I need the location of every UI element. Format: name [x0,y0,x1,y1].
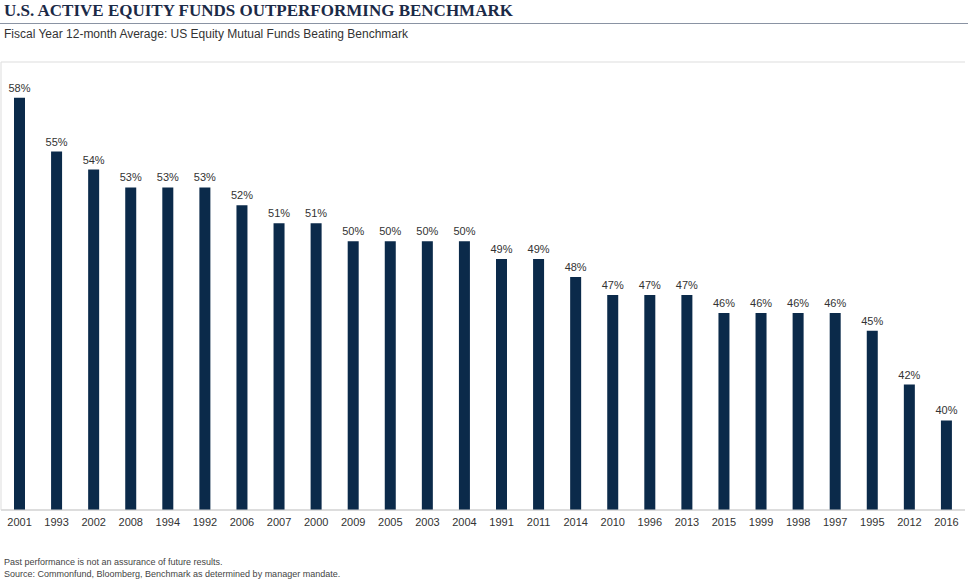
svg-text:2007: 2007 [267,516,291,528]
svg-text:54%: 54% [83,154,105,166]
svg-text:47%: 47% [602,279,624,291]
svg-text:47%: 47% [639,279,661,291]
svg-text:2005: 2005 [378,516,402,528]
svg-text:51%: 51% [268,207,290,219]
svg-text:2000: 2000 [304,516,328,528]
svg-text:2006: 2006 [230,516,254,528]
svg-text:2008: 2008 [119,516,143,528]
svg-text:2016: 2016 [934,516,958,528]
svg-text:40%: 40% [935,404,957,416]
svg-text:2011: 2011 [527,516,551,528]
svg-text:1992: 1992 [193,516,217,528]
svg-text:2009: 2009 [341,516,365,528]
svg-text:1996: 1996 [638,516,662,528]
svg-text:53%: 53% [120,171,142,183]
svg-text:46%: 46% [787,297,809,309]
svg-text:2003: 2003 [415,516,439,528]
svg-text:52%: 52% [231,189,253,201]
svg-text:42%: 42% [898,369,920,381]
svg-text:2010: 2010 [601,516,625,528]
html-text:Past performance is not an ass: Past performance is not an assurance of … [4,557,223,567]
svg-text:50%: 50% [379,225,401,237]
svg-text:1997: 1997 [823,516,847,528]
svg-text:53%: 53% [157,171,179,183]
svg-text:47%: 47% [676,279,698,291]
svg-text:58%: 58% [8,82,30,94]
svg-text:51%: 51% [305,207,327,219]
svg-text:53%: 53% [194,171,216,183]
svg-text:2014: 2014 [563,516,587,528]
svg-text:2002: 2002 [81,516,105,528]
html-text:Source: Commonfund, Bloomberg,: Source: Commonfund, Bloomberg, Benchmark… [4,569,341,579]
svg-text:1995: 1995 [860,516,884,528]
svg-text:1993: 1993 [44,516,68,528]
svg-text:50%: 50% [453,225,475,237]
svg-text:2012: 2012 [897,516,921,528]
svg-text:1998: 1998 [786,516,810,528]
svg-text:2001: 2001 [8,516,32,528]
svg-text:46%: 46% [713,297,735,309]
html-text:Fiscal Year 12-month Average:: Fiscal Year 12-month Average: US Equity … [4,27,408,41]
svg-text:45%: 45% [861,315,883,327]
svg-text:2013: 2013 [675,516,699,528]
svg-text:55%: 55% [46,136,68,148]
svg-text:49%: 49% [528,243,550,255]
svg-text:1991: 1991 [489,516,513,528]
svg-text:46%: 46% [750,297,772,309]
svg-text:50%: 50% [416,225,438,237]
svg-text:48%: 48% [565,261,587,273]
svg-text:50%: 50% [342,225,364,237]
svg-text:1999: 1999 [749,516,773,528]
svg-text:2015: 2015 [712,516,736,528]
html-text:U.S. ACTIVE EQUITY FUNDS OUTPE: U.S. ACTIVE EQUITY FUNDS OUTPERFORMING B… [4,1,513,20]
svg-text:2004: 2004 [452,516,476,528]
svg-text:1994: 1994 [156,516,180,528]
svg-text:46%: 46% [824,297,846,309]
svg-text:49%: 49% [490,243,512,255]
